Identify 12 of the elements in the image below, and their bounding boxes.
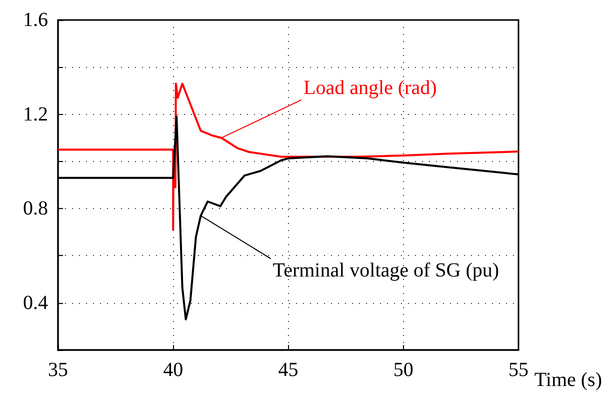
y-tick-label: 0.4 bbox=[23, 292, 48, 314]
y-tick-label: 1.6 bbox=[23, 9, 48, 31]
x-tick-label: 45 bbox=[278, 359, 298, 381]
x-tick-label: 35 bbox=[48, 359, 68, 381]
annotation: Terminal voltage of SG (pu) bbox=[272, 260, 500, 282]
x-tick-label: 55 bbox=[508, 359, 528, 381]
y-tick-label: 1.2 bbox=[23, 103, 48, 126]
x-axis-title: Time (s) bbox=[534, 369, 602, 391]
x-tick-label: 50 bbox=[393, 359, 414, 381]
x-tick-label: 40 bbox=[163, 359, 184, 381]
annotation: Load angle (rad) bbox=[303, 76, 437, 99]
y-tick-label: 0.8 bbox=[23, 198, 48, 220]
